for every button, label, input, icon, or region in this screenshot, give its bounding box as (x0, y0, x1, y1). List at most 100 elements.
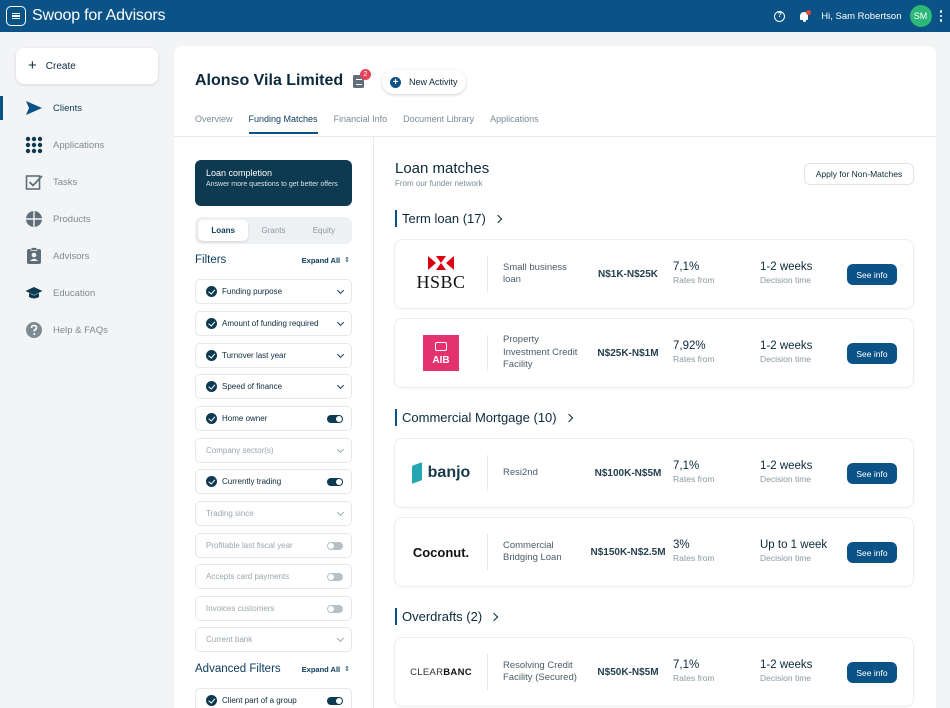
avatar[interactable]: SM (909, 5, 932, 27)
filter-funding-purpose[interactable]: Funding purpose (195, 279, 352, 304)
filter-speed-of-finance[interactable]: Speed of finance (195, 374, 352, 399)
filter-turnover-last-year[interactable]: Turnover last year (195, 343, 352, 368)
banjo-mark-icon (411, 462, 422, 484)
create-button[interactable]: + Create (16, 48, 158, 84)
rate-value: 7,1% (673, 261, 700, 273)
filter-company-sectors[interactable]: Company sector(s) (195, 438, 352, 463)
segment-grants[interactable]: Grants (261, 226, 286, 235)
filter-label: Amount of funding required (222, 319, 319, 328)
rate-label: Rates from (673, 275, 715, 285)
filter-label: Speed of finance (222, 382, 283, 391)
profitable-toggle[interactable] (327, 541, 343, 550)
check-circle-icon (206, 381, 217, 392)
decision-value: 1-2 weeks (760, 460, 813, 472)
bell-icon[interactable] (799, 9, 812, 22)
check-circle-icon (206, 286, 217, 297)
create-label: Create (45, 60, 76, 72)
filter-amount-of-funding[interactable]: Amount of funding required (195, 311, 352, 336)
plus-circle-icon: + (390, 76, 401, 88)
chevron-right-icon (493, 214, 503, 223)
advanced-expand-all-button[interactable]: Expand All (301, 664, 341, 674)
sidebar-item-label: Help & FAQs (53, 324, 108, 336)
section-term-loan[interactable]: Term loan (17) (395, 210, 503, 227)
rate-label: Rates from (673, 354, 715, 364)
tab-document-library[interactable]: Document Library (403, 114, 475, 124)
see-info-button[interactable]: See info (847, 542, 897, 563)
tab-financial-info[interactable]: Financial Info (333, 114, 388, 124)
rate-block: 7,1% Rates from (673, 659, 715, 683)
currently-trading-toggle[interactable] (327, 477, 343, 486)
sidebar-item-help[interactable]: Help & FAQs (0, 318, 173, 342)
chevron-down-icon (336, 381, 345, 389)
loan-completion-card[interactable]: Loan completion Answer more questions to… (195, 160, 352, 206)
filter-trading-since[interactable]: Trading since (195, 501, 352, 526)
check-circle-icon (206, 413, 217, 424)
sidebar-item-label: Advisors (53, 250, 90, 262)
rate-value: 7,1% (673, 659, 700, 671)
check-circle-icon (206, 695, 217, 706)
tab-bar: Overview Funding Matches Financial Info … (195, 114, 555, 134)
user-greeting: Hi, Sam Robertson (821, 10, 902, 22)
clearbanc-logo: CLEARBANC (395, 638, 487, 706)
advanced-filters-title: Advanced Filters (195, 663, 281, 675)
chevron-right-icon (489, 612, 499, 621)
see-info-button[interactable]: See info (847, 343, 897, 364)
see-info-button[interactable]: See info (847, 264, 897, 285)
sidebar-item-applications[interactable]: Applications (0, 133, 173, 157)
client-group-toggle[interactable] (327, 696, 343, 705)
divider (373, 137, 374, 708)
amount-range: N$25K-N$1M (597, 347, 659, 359)
loan-card-clearbanc: CLEARBANC Resolving Credit Facility (Sec… (395, 638, 913, 706)
tab-funding-matches[interactable]: Funding Matches (248, 114, 318, 134)
graduation-cap-icon (25, 284, 43, 302)
filter-label: Trading since (206, 509, 254, 518)
see-info-button[interactable]: See info (847, 662, 897, 683)
product-name: Commercial Bridging Loan (503, 539, 562, 564)
sidebar-item-products[interactable]: Products (0, 207, 173, 231)
section-commercial-mortgage[interactable]: Commercial Mortgage (10) (395, 409, 573, 426)
sidebar-item-tasks[interactable]: Tasks (0, 170, 173, 194)
sidebar-item-education[interactable]: Education (0, 281, 173, 305)
top-bar: Swoop for Advisors ? Hi, Sam Robertson S… (0, 0, 950, 32)
sidebar-item-advisors[interactable]: Advisors (0, 244, 173, 268)
section-overdrafts[interactable]: Overdrafts (2) (395, 608, 499, 625)
sidebar-item-clients[interactable]: Clients (0, 96, 173, 120)
decision-block: 1-2 weeks Decision time (760, 340, 812, 364)
invoices-toggle[interactable] (327, 604, 343, 613)
sidebar: + Create Clients Applications Tasks Prod… (0, 32, 173, 708)
tab-overview[interactable]: Overview (195, 114, 233, 124)
help-icon[interactable]: ? (774, 10, 786, 22)
amount-range: N$100K-N$5M (594, 467, 662, 479)
tab-applications[interactable]: Applications (490, 114, 539, 124)
menu-icon[interactable] (6, 6, 26, 26)
expand-arrows-icon: ⇕ (344, 666, 350, 673)
apply-non-matches-button[interactable]: Apply for Non-Matches (804, 163, 914, 185)
chevron-down-icon (336, 634, 345, 642)
advanced-filters-header: Advanced Filters Expand All ⇕ (195, 663, 352, 675)
section-title: Overdrafts (2) (402, 609, 483, 624)
plus-icon: + (28, 57, 37, 74)
more-vertical-icon[interactable] (939, 10, 942, 22)
rate-value: 7,92% (673, 340, 706, 352)
document-badge: 2 (360, 69, 371, 80)
expand-all-button[interactable]: Expand All (301, 255, 341, 265)
logo-text-bold: BANC (443, 666, 472, 678)
pie-icon (25, 210, 43, 228)
question-icon (25, 321, 43, 339)
clipboard-user-icon (25, 247, 43, 265)
see-info-button[interactable]: See info (847, 463, 897, 484)
document-icon[interactable] (353, 75, 364, 88)
segment-loans[interactable]: Loans (198, 220, 249, 241)
decision-label: Decision time (760, 553, 812, 563)
checkbox-icon (25, 173, 43, 191)
check-circle-icon (206, 350, 217, 361)
home-owner-toggle[interactable] (327, 414, 343, 423)
sidebar-item-label: Applications (53, 139, 105, 151)
filter-current-bank[interactable]: Current bank (195, 627, 352, 652)
new-activity-button[interactable]: + New Activity (382, 70, 466, 94)
aib-logo: AIB (395, 319, 487, 387)
decision-block: 1-2 weeks Decision time (760, 261, 812, 285)
segment-equity[interactable]: Equity (312, 226, 335, 235)
card-payments-toggle[interactable] (327, 572, 343, 581)
decision-block: 1-2 weeks Decision time (760, 659, 812, 683)
